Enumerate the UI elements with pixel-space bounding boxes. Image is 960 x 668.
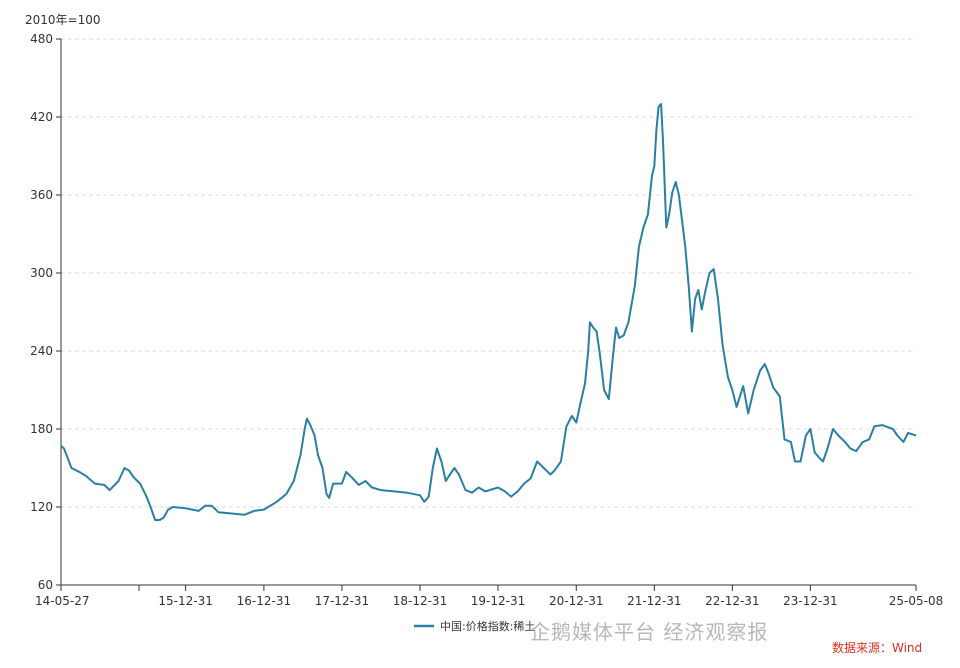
x-axis-ticks: 14-05-27 15-12-31 16-12-31 17-12-31 18-12-31… — [35, 585, 943, 608]
y-tick-label-60: 60 — [38, 578, 53, 592]
legend-label: 中国:价格指数:稀土 — [440, 619, 535, 633]
x-tick-label-3: 17-12-31 — [315, 594, 369, 608]
y-tick-label-240: 240 — [30, 344, 53, 358]
y-axis-ticks: 60 120 180 240 300 360 420 480 — [30, 32, 61, 592]
x-tick-label-5: 19-12-31 — [471, 594, 525, 608]
legend: 中国:价格指数:稀土 — [414, 619, 535, 633]
y-tick-label-420: 420 — [30, 110, 53, 124]
x-tick-label-1: 15-12-31 — [158, 594, 212, 608]
y-tick-label-360: 360 — [30, 188, 53, 202]
y-tick-label-180: 180 — [30, 422, 53, 436]
gridlines — [61, 38, 916, 508]
data-source-label: 数据来源：Wind — [832, 640, 922, 655]
y-tick-label-120: 120 — [30, 500, 53, 514]
y-axis-unit-label: 2010年=100 — [25, 13, 101, 27]
x-tick-label-4: 18-12-31 — [393, 594, 447, 608]
series-lines — [60, 103, 917, 521]
series-line-0 — [60, 103, 917, 521]
x-tick-label-2: 16-12-31 — [237, 594, 291, 608]
axes — [60, 39, 916, 586]
x-tick-label-7: 21-12-31 — [627, 594, 681, 608]
x-tick-label-10: 25-05-08 — [889, 594, 943, 608]
x-tick-label-6: 20-12-31 — [549, 594, 603, 608]
watermark-text: 企鹅媒体平台 经济观察报 — [530, 620, 769, 644]
x-tick-label-9: 23-12-31 — [783, 594, 837, 608]
y-tick-label-480: 480 — [30, 32, 53, 46]
x-tick-label-0: 14-05-27 — [35, 594, 89, 608]
y-tick-label-300: 300 — [30, 266, 53, 280]
x-tick-label-8: 22-12-31 — [705, 594, 759, 608]
